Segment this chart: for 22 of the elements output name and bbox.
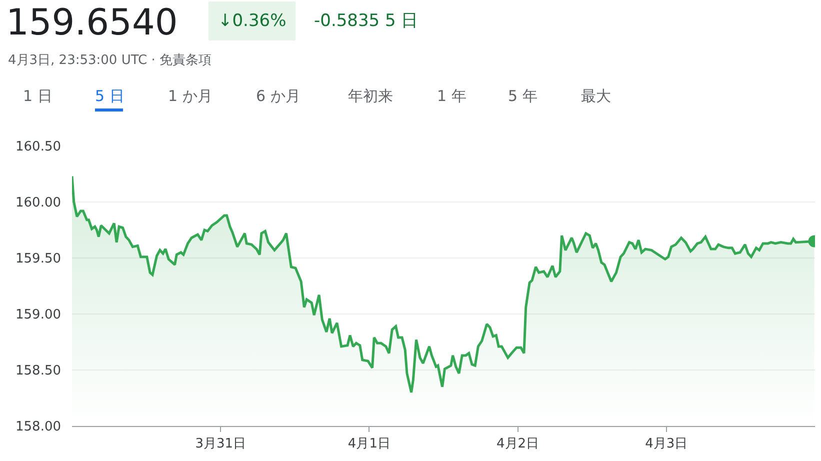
text: 年初来 [348, 87, 393, 105]
x-tick-label: 4月3日 [645, 436, 688, 452]
text: 5 年 [508, 87, 538, 105]
text: ↓0.36% [218, 11, 286, 31]
chart-title: 159.6540 [6, 2, 178, 44]
y-tick-label: 158.50 [16, 364, 61, 379]
text: 6 か月 [256, 87, 300, 105]
y-tick-label: 160.00 [16, 196, 61, 211]
text: 最大 [581, 87, 611, 105]
y-tick-label: 158.00 [16, 420, 61, 435]
y-tick-label: 159.50 [16, 252, 61, 267]
x-tick-label: 4月2日 [496, 436, 540, 452]
x-tick-label: 4月1日 [348, 436, 390, 452]
text: 1 日 [23, 87, 52, 105]
x-tick-label: 3月31日 [195, 436, 246, 452]
text: 1 年 [437, 87, 466, 105]
text: -0.5835 5 日 [314, 11, 418, 31]
text: 5 日 [95, 87, 124, 105]
y-tick-label: 160.50 [16, 140, 61, 155]
chart-subtitle: 4月3日, 23:53:00 UTC · 免責条項 [8, 53, 212, 68]
y-tick-label: 159.00 [16, 308, 61, 323]
text: 1 か月 [168, 87, 212, 105]
